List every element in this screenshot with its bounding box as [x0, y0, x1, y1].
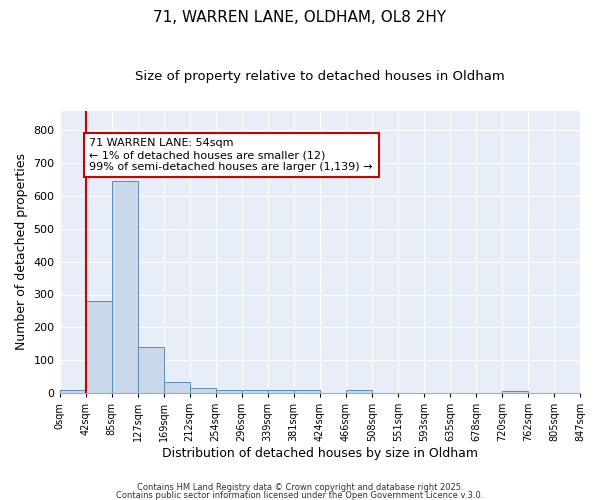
Bar [294, 390, 320, 393]
Bar [164, 382, 190, 393]
Text: 71, WARREN LANE, OLDHAM, OL8 2HY: 71, WARREN LANE, OLDHAM, OL8 2HY [154, 10, 446, 25]
Bar [268, 390, 294, 393]
X-axis label: Distribution of detached houses by size in Oldham: Distribution of detached houses by size … [162, 447, 478, 460]
Title: Size of property relative to detached houses in Oldham: Size of property relative to detached ho… [135, 70, 505, 83]
Bar [86, 301, 112, 393]
Bar [190, 388, 215, 393]
Bar [242, 390, 268, 393]
Bar [137, 347, 164, 393]
Text: 71 WARREN LANE: 54sqm
← 1% of detached houses are smaller (12)
99% of semi-detac: 71 WARREN LANE: 54sqm ← 1% of detached h… [89, 138, 373, 172]
Bar [502, 391, 528, 393]
Text: Contains public sector information licensed under the Open Government Licence v.: Contains public sector information licen… [116, 490, 484, 500]
Bar [215, 390, 242, 393]
Y-axis label: Number of detached properties: Number of detached properties [15, 154, 28, 350]
Bar [112, 181, 137, 393]
Bar [59, 390, 86, 393]
Text: Contains HM Land Registry data © Crown copyright and database right 2025.: Contains HM Land Registry data © Crown c… [137, 484, 463, 492]
Bar [346, 390, 372, 393]
